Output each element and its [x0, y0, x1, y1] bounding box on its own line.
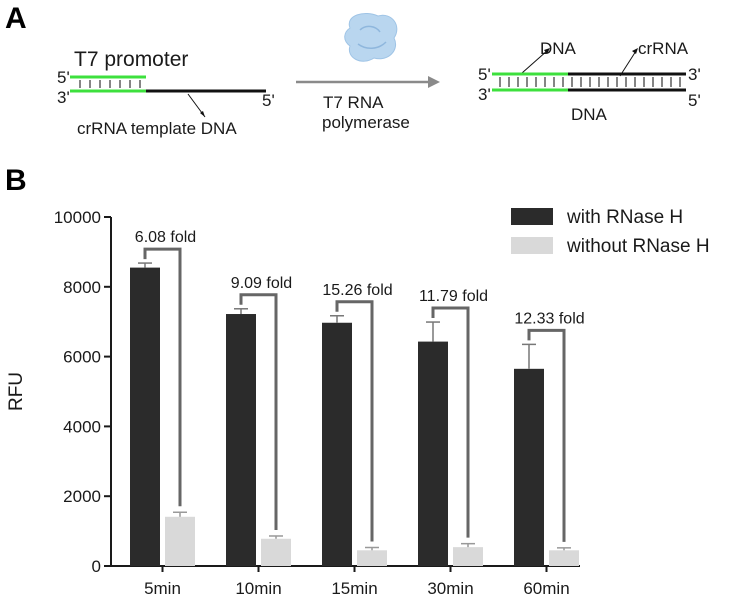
bar-with-rnase-h: [130, 267, 160, 566]
fold-annotation: 12.33 fold: [514, 310, 584, 327]
product-right-5-label: 5': [688, 91, 701, 110]
x-tick-label: 15min: [331, 579, 377, 598]
fold-bracket: [239, 293, 278, 530]
product-right-3-label: 3': [688, 65, 701, 84]
bar-with-rnase-h: [322, 322, 352, 566]
product-dna-top-label: DNA: [540, 39, 577, 58]
product-basepairs: [499, 77, 681, 87]
bar-with-rnase-h: [418, 341, 448, 566]
dna-top-pointer-head: [544, 48, 550, 54]
bar-with-rnase-h: [514, 368, 544, 566]
fold-annotation: 11.79 fold: [419, 288, 488, 305]
rna-polymerase-icon: [344, 13, 398, 62]
bar-without-rnase-h: [165, 516, 195, 566]
y-axis-title: RFU: [6, 372, 27, 411]
template-dna: T7 promoter 5' 3' 5' crRNA template DNA: [57, 48, 275, 138]
fold-bracket: [431, 306, 470, 538]
panel-b-letter: B: [5, 164, 27, 197]
crrna-pointer-head: [632, 48, 638, 54]
bar-without-rnase-h: [549, 550, 579, 566]
x-tick-label: 5min: [144, 579, 181, 598]
product-left-3-label: 3': [478, 85, 491, 104]
dna-top-pointer: [521, 49, 549, 74]
y-tick-label: 10000: [54, 208, 101, 227]
bar-with-rnase-h: [226, 314, 256, 566]
template-end-5-label: 5': [262, 91, 275, 110]
template-bottom-3-label: 3': [57, 88, 70, 107]
legend-label: with RNase H: [566, 207, 683, 228]
x-tick-label: 10min: [235, 579, 281, 598]
x-tick-label: 60min: [523, 579, 569, 598]
y-tick-label: 8000: [63, 278, 101, 297]
product-dna-bottom-label: DNA: [571, 105, 608, 124]
legend-label: without RNase H: [566, 236, 710, 257]
bar-without-rnase-h: [357, 550, 387, 566]
x-tick-label: 30min: [427, 579, 473, 598]
crrna-template-caption: crRNA template DNA: [77, 119, 237, 138]
y-tick-label: 0: [92, 557, 101, 576]
product-left-5-label: 5': [478, 65, 491, 84]
promoter-basepairs: [79, 80, 141, 88]
template-top-5-label: 5': [57, 68, 70, 87]
polymerase-reaction: T7 RNA polymerase: [296, 13, 440, 132]
product-duplex: DNA crRNA 5' 3' 3' 5' DNA: [478, 39, 701, 124]
panel-a-letter: A: [5, 2, 27, 35]
t7-promoter-label: T7 promoter: [74, 48, 188, 71]
fold-bracket: [527, 328, 566, 542]
fold-bracket: [335, 300, 374, 542]
fold-annotation: 15.26 fold: [322, 282, 392, 299]
bar-chart: 0 2000 4000 6000 8000 10000 RFU 5min 6.08 fold 10…: [6, 207, 710, 598]
reaction-arrow-head: [428, 76, 440, 88]
y-tick-label: 4000: [63, 417, 101, 436]
bar-without-rnase-h: [261, 538, 291, 566]
bar-without-rnase-h: [453, 547, 483, 566]
legend-swatch: [511, 208, 553, 225]
fold-annotation: 9.09 fold: [231, 275, 292, 292]
fold-bracket: [143, 247, 182, 507]
y-tick-label: 2000: [63, 487, 101, 506]
crrna-pointer: [619, 50, 637, 77]
fold-annotation: 6.08 fold: [135, 229, 196, 246]
t7-rna-label: T7 RNA: [323, 93, 384, 112]
legend-swatch: [511, 237, 553, 254]
template-pointer-head: [200, 111, 205, 117]
polymerase-label: polymerase: [322, 113, 410, 132]
product-crrna-label: crRNA: [638, 39, 689, 58]
y-tick-label: 6000: [63, 348, 101, 367]
